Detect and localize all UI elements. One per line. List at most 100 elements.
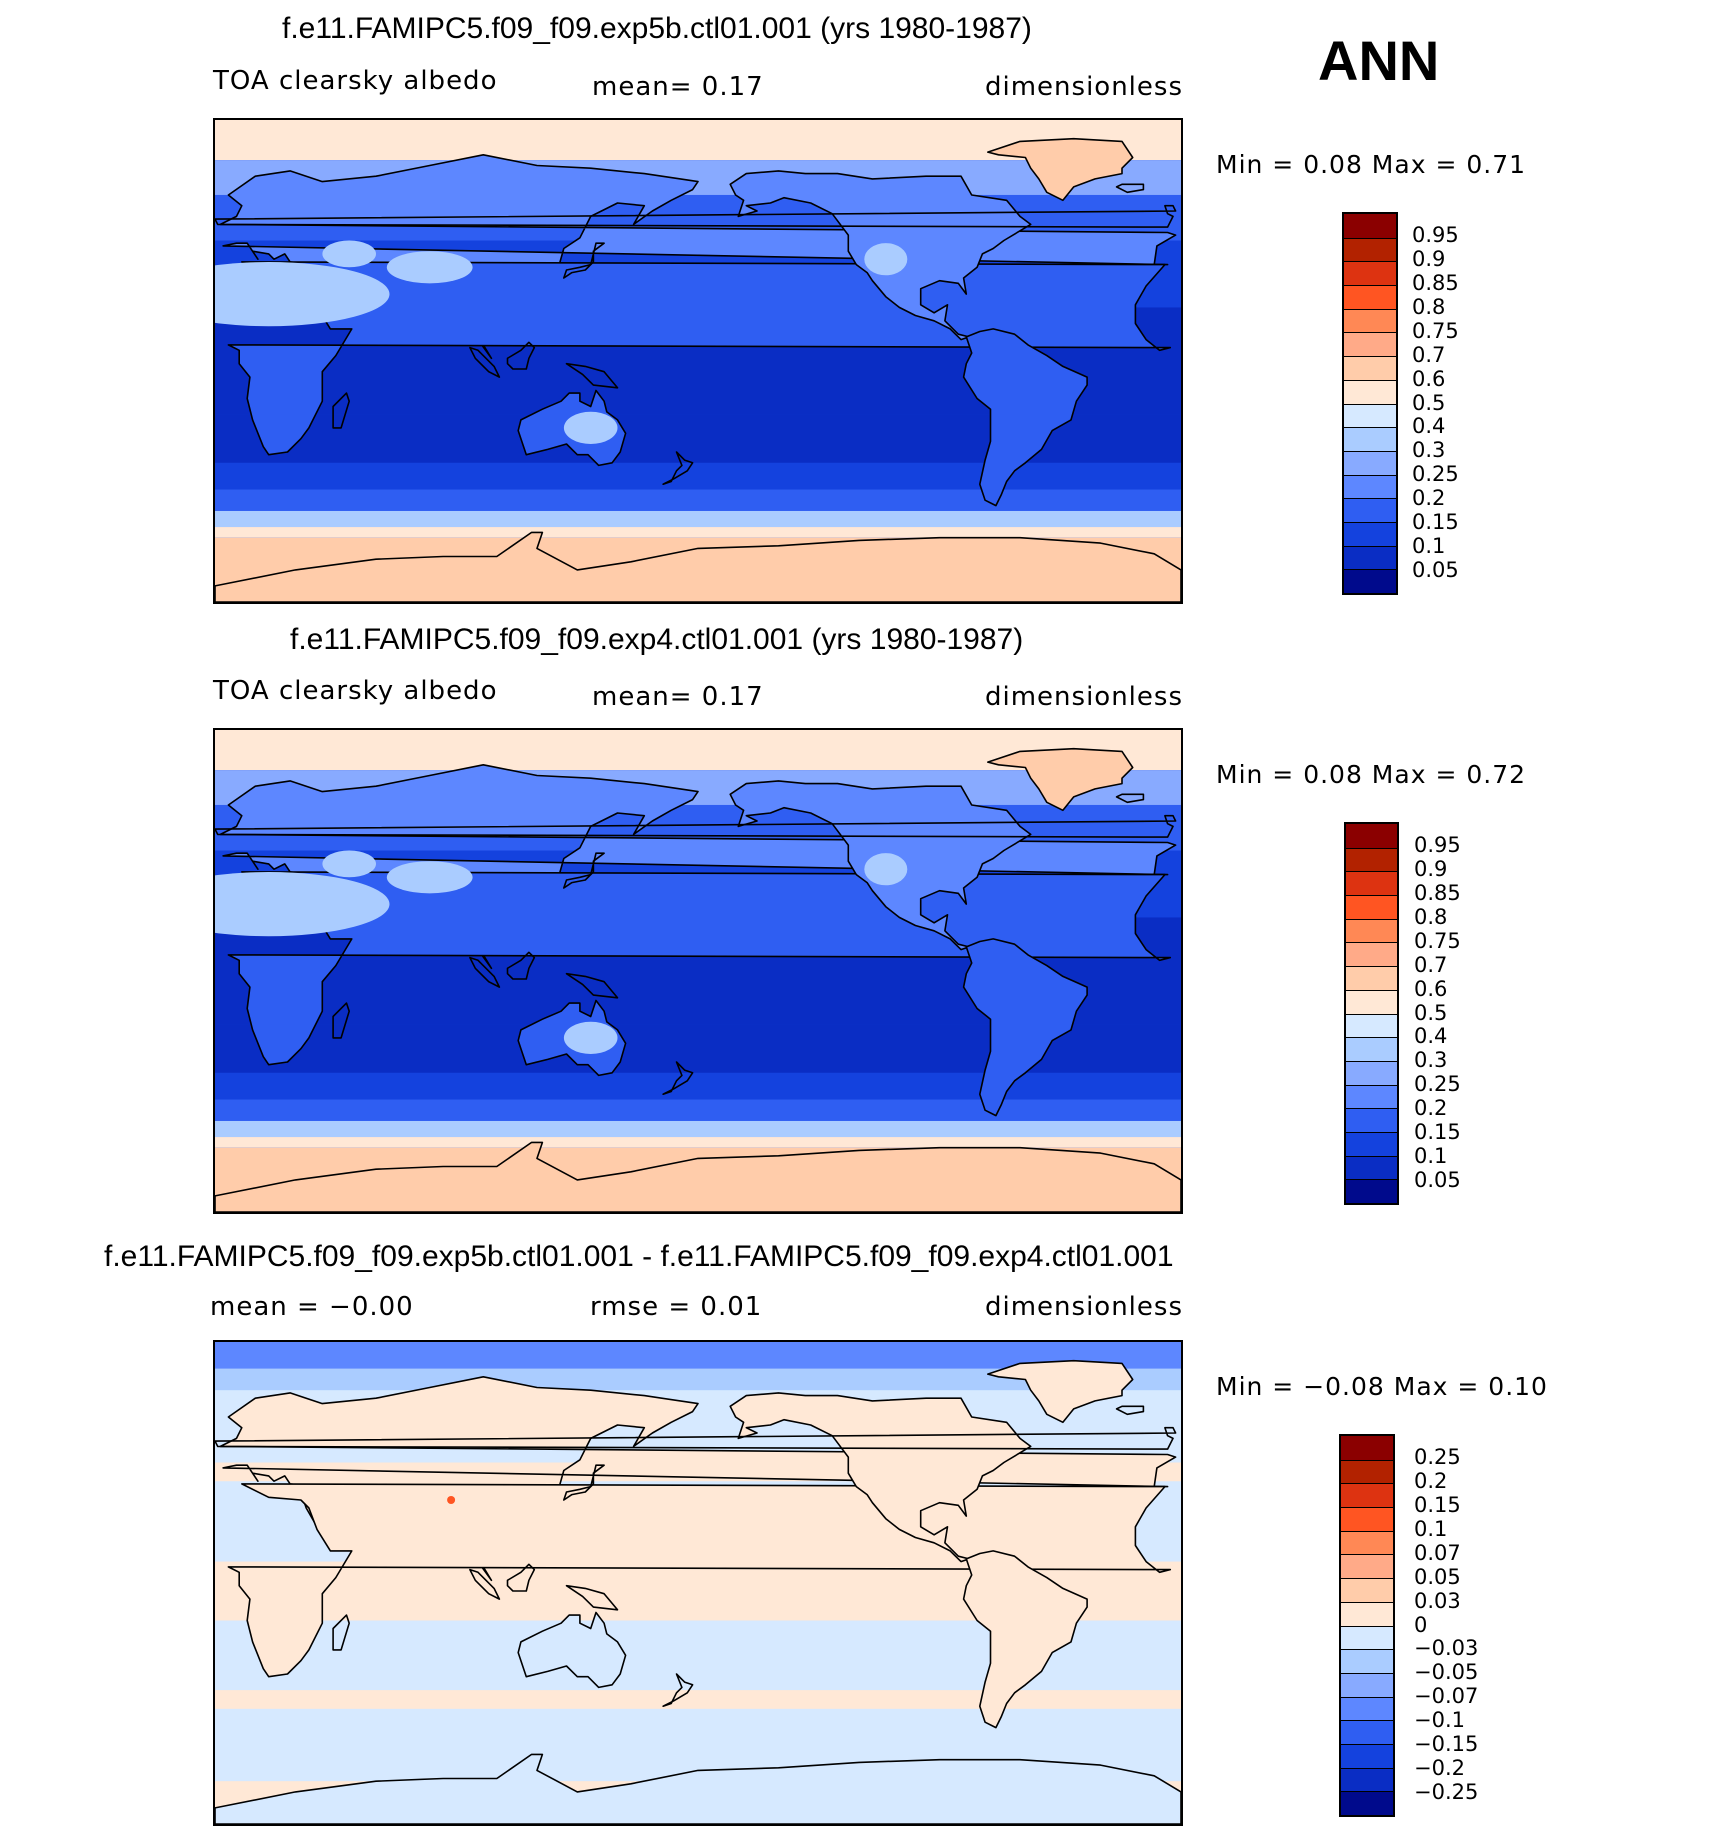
field-band: [215, 1690, 1181, 1709]
coastline-iceland: [1115, 183, 1145, 194]
colorbar-tick-label: 0: [1414, 1612, 1428, 1637]
coastline-newZealand: [662, 1673, 694, 1708]
colorbar-tick-label: 0.2: [1414, 1096, 1448, 1121]
colorbar-box: [1341, 1743, 1393, 1769]
colorbar-box: [1344, 237, 1396, 263]
colorbar: [1339, 1434, 1395, 1817]
colorbar-tick-label: 0.15: [1412, 510, 1459, 535]
map-plot: [213, 728, 1183, 1214]
bright-surface-patch: [322, 240, 376, 268]
coastline-newGuinea: [565, 972, 619, 999]
coastline-newGuinea: [565, 1584, 619, 1611]
units-label: dimensionless: [985, 682, 1183, 712]
colorbar-box: [1346, 1037, 1397, 1062]
field-band: [215, 1099, 1181, 1121]
colorbar-box: [1346, 1131, 1397, 1157]
bright-surface-patch: [215, 262, 390, 327]
colorbar: [1344, 822, 1399, 1205]
field-band: [215, 1120, 1181, 1138]
colorbar-box: [1344, 474, 1396, 500]
rmse-label: rmse = 0.01: [590, 1292, 763, 1322]
colorbar-box: [1341, 1436, 1393, 1461]
coastline-japan: [562, 1464, 605, 1501]
colorbar-tick-label: 0.05: [1412, 558, 1459, 583]
bright-surface-patch: [864, 853, 908, 886]
colorbar-box: [1346, 871, 1397, 897]
coastline-sumatra: [469, 346, 501, 378]
colorbar-tick-label: 0.2: [1412, 486, 1446, 511]
field-band: [215, 489, 1181, 511]
min-max-label: Min = 0.08 Max = 0.72: [1216, 760, 1527, 789]
colorbar-tick-label: 0.3: [1414, 1048, 1448, 1073]
colorbar-tick-label: 0.6: [1414, 976, 1448, 1001]
albedo-map: [215, 730, 1181, 1212]
colorbar-tick-label: 0.15: [1414, 1492, 1461, 1517]
colorbar-tick-label: 0.95: [1412, 222, 1459, 247]
colorbar-tick-label: −0.05: [1414, 1660, 1479, 1685]
colorbar-tick-label: 0.95: [1414, 832, 1461, 857]
colorbar-box: [1346, 942, 1397, 968]
coastline-australia: [517, 1611, 627, 1689]
colorbar-tick-label: 0.25: [1414, 1072, 1461, 1097]
coastline-britain: [215, 204, 1177, 228]
colorbar-box: [1346, 1084, 1397, 1110]
min-max-label: Min = −0.08 Max = 0.10: [1216, 1372, 1548, 1401]
diff-mean-label: mean = −0.00: [210, 1292, 414, 1322]
colorbar-box: [1341, 1578, 1393, 1603]
coastline-antarctica: [215, 1141, 1181, 1212]
colorbar-box: [1344, 403, 1396, 429]
coastline-borneo: [506, 1563, 536, 1592]
colorbar-tick-label: 0.25: [1412, 462, 1459, 487]
coastline-sumatra: [469, 956, 501, 988]
colorbar-box: [1344, 379, 1396, 405]
colorbar-box: [1346, 824, 1397, 849]
positive-anomaly-spot: [447, 1496, 456, 1504]
colorbar-box: [1346, 895, 1397, 920]
bright-surface-patch: [864, 243, 908, 276]
colorbar-box: [1346, 847, 1397, 873]
colorbar-box: [1344, 498, 1396, 523]
colorbar-box: [1346, 966, 1397, 991]
colorbar: [1342, 212, 1398, 595]
colorbar-tick-label: −0.15: [1414, 1732, 1479, 1757]
colorbar-box: [1341, 1507, 1393, 1532]
colorbar-tick-label: 0.8: [1414, 904, 1448, 929]
coastline-japan: [562, 242, 605, 279]
colorbar-tick-label: −0.2: [1414, 1756, 1465, 1781]
colorbar-box: [1341, 1720, 1393, 1745]
units-label: dimensionless: [985, 1292, 1183, 1322]
colorbar-tick-label: −0.25: [1414, 1780, 1479, 1805]
bright-surface-patch: [322, 850, 376, 878]
season-label: ANN: [1318, 29, 1440, 92]
colorbar-box: [1346, 918, 1397, 944]
field-band: [215, 527, 1181, 538]
colorbar-box: [1344, 332, 1396, 358]
coastline-borneo: [506, 341, 536, 370]
colorbar-tick-label: 0.25: [1414, 1444, 1461, 1469]
coastline-africa: [227, 1483, 1172, 1678]
field-label: TOA clearsky albedo: [213, 66, 498, 96]
colorbar-box: [1341, 1791, 1393, 1815]
colorbar-tick-label: 0.1: [1414, 1516, 1448, 1541]
colorbar-tick-label: 0.15: [1414, 1120, 1461, 1145]
colorbar-box: [1341, 1530, 1393, 1556]
colorbar-tick-label: 0.85: [1414, 880, 1461, 905]
coastline-antarctica: [215, 1753, 1181, 1824]
colorbar-box: [1341, 1672, 1393, 1698]
panel-title: f.e11.FAMIPC5.f09_f09.exp5b.ctl01.001 - …: [104, 1240, 1174, 1273]
colorbar-box: [1341, 1483, 1393, 1509]
colorbar-box: [1341, 1696, 1393, 1722]
coastline-madagascar: [332, 1614, 350, 1651]
coastline-greenland: [986, 137, 1134, 202]
coastline-greenland: [986, 1359, 1134, 1424]
coastline-iceland: [1115, 1405, 1145, 1416]
coastline-newGuinea: [565, 362, 619, 389]
colorbar-box: [1341, 1554, 1393, 1580]
colorbar-box: [1341, 1649, 1393, 1674]
colorbar-tick-label: 0.7: [1412, 342, 1446, 367]
colorbar-tick-label: 0.5: [1414, 1000, 1448, 1025]
colorbar-box: [1341, 1767, 1393, 1793]
bright-surface-patch: [386, 861, 473, 894]
colorbar-box: [1344, 308, 1396, 334]
bright-surface-patch: [386, 251, 473, 284]
